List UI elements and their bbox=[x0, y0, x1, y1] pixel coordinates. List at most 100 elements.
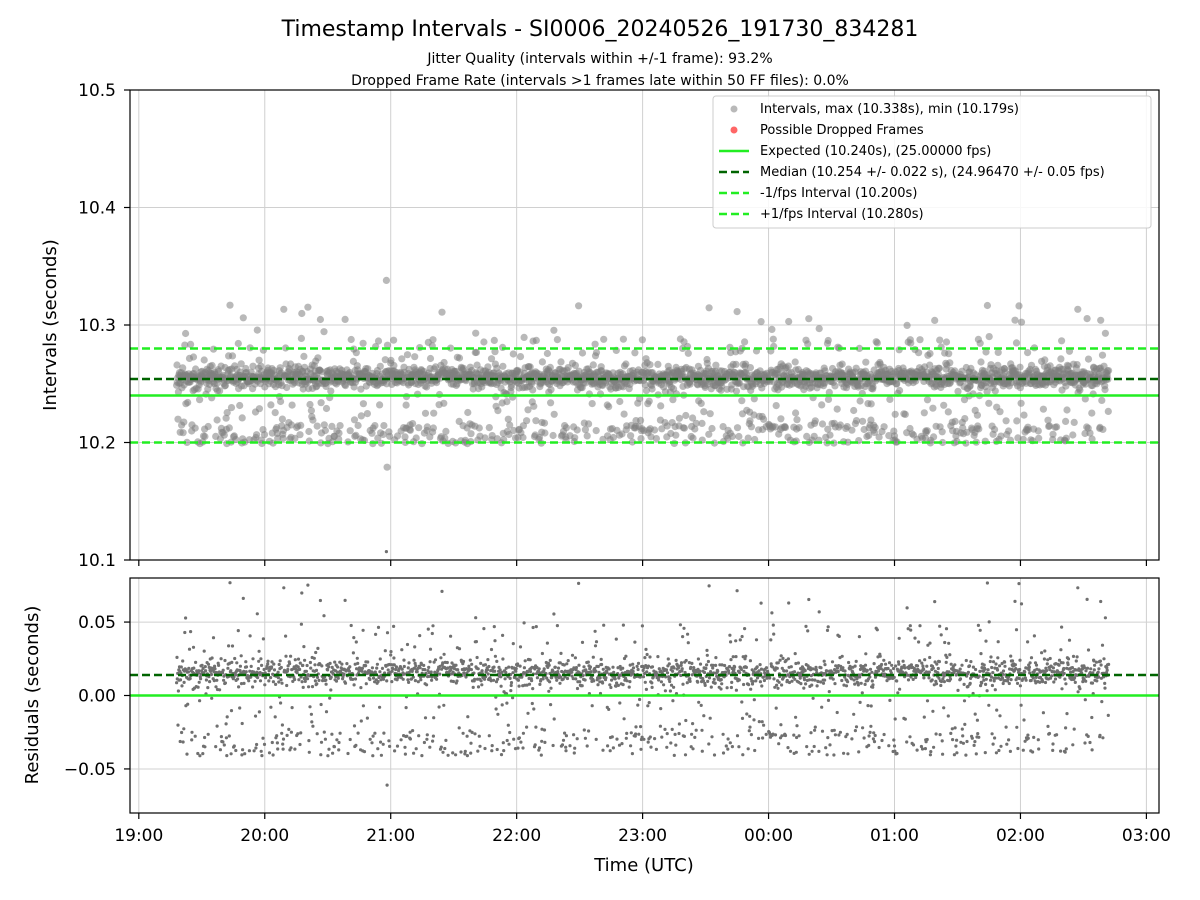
residual-point bbox=[199, 677, 203, 681]
interval-point bbox=[637, 435, 645, 443]
y-tick-label: 10.5 bbox=[78, 81, 116, 101]
interval-point bbox=[307, 407, 315, 415]
residual-point bbox=[665, 732, 669, 736]
residual-point bbox=[517, 684, 521, 688]
interval-point bbox=[557, 358, 565, 366]
residual-point bbox=[577, 581, 581, 586]
residual-point bbox=[660, 735, 664, 739]
residual-point bbox=[564, 749, 568, 753]
interval-point bbox=[472, 329, 480, 337]
residual-point bbox=[285, 733, 289, 738]
residual-point bbox=[228, 581, 232, 585]
interval-point bbox=[855, 344, 864, 352]
interval-point bbox=[926, 361, 934, 369]
interval-point bbox=[747, 423, 756, 431]
residual-point bbox=[893, 717, 897, 721]
residual-point bbox=[196, 685, 200, 689]
interval-point bbox=[455, 354, 464, 362]
residual-point bbox=[938, 624, 942, 628]
residual-point bbox=[566, 659, 570, 663]
residual-point bbox=[507, 665, 511, 669]
residual-point bbox=[315, 675, 320, 680]
residual-point bbox=[705, 663, 709, 667]
residual-point bbox=[383, 649, 387, 653]
interval-point bbox=[204, 422, 212, 431]
interval-point bbox=[824, 336, 832, 345]
residual-point bbox=[976, 623, 981, 628]
interval-point bbox=[341, 315, 349, 323]
residual-point bbox=[469, 668, 473, 672]
interval-point bbox=[467, 430, 475, 438]
interval-point bbox=[401, 433, 409, 441]
interval-point bbox=[1053, 423, 1061, 431]
interval-point bbox=[746, 364, 755, 372]
interval-point bbox=[288, 401, 296, 409]
residual-point bbox=[303, 658, 307, 662]
residual-point bbox=[762, 723, 766, 727]
residual-point bbox=[826, 736, 830, 740]
residual-point bbox=[944, 627, 949, 631]
residual-point bbox=[210, 696, 214, 700]
residual-point bbox=[230, 644, 235, 648]
residual-point bbox=[537, 667, 541, 671]
interval-point bbox=[393, 432, 402, 440]
residual-point bbox=[461, 731, 465, 735]
residual-point bbox=[417, 734, 421, 738]
residual-point bbox=[508, 676, 512, 681]
residual-point bbox=[259, 657, 263, 661]
interval-point bbox=[336, 422, 344, 430]
residual-point bbox=[580, 640, 585, 645]
residual-point bbox=[703, 683, 707, 688]
interval-point bbox=[503, 398, 511, 406]
residual-point bbox=[302, 645, 306, 649]
interval-point bbox=[1045, 422, 1054, 430]
residual-point bbox=[276, 670, 280, 674]
residual-point bbox=[527, 682, 532, 686]
interval-point bbox=[850, 406, 858, 415]
residual-point bbox=[543, 740, 547, 745]
residual-point bbox=[977, 735, 981, 739]
residual-point bbox=[702, 670, 707, 675]
residual-point bbox=[362, 750, 367, 754]
residual-point bbox=[633, 640, 637, 644]
residual-point bbox=[415, 670, 419, 674]
residual-point bbox=[734, 639, 738, 643]
interval-point bbox=[359, 400, 367, 408]
residual-point bbox=[310, 720, 314, 724]
residual-point bbox=[925, 737, 929, 742]
residual-point bbox=[307, 685, 311, 689]
residual-point bbox=[210, 656, 214, 660]
interval-point bbox=[605, 403, 613, 411]
residual-point bbox=[531, 687, 535, 691]
residual-point bbox=[995, 668, 1000, 672]
interval-point bbox=[997, 432, 1005, 440]
residual-point bbox=[430, 678, 434, 682]
residual-point bbox=[256, 676, 260, 680]
residual-point bbox=[872, 740, 877, 744]
interval-point bbox=[951, 417, 959, 425]
residual-point bbox=[831, 677, 835, 681]
residual-point bbox=[385, 679, 389, 683]
residual-point bbox=[621, 666, 625, 670]
residual-point bbox=[672, 666, 676, 670]
residual-point bbox=[532, 707, 536, 711]
residual-point bbox=[523, 659, 527, 663]
residual-point bbox=[340, 662, 344, 666]
residual-point bbox=[248, 634, 252, 638]
residual-point bbox=[338, 731, 342, 735]
residual-point bbox=[920, 661, 924, 665]
interval-point bbox=[646, 361, 654, 369]
interval-point bbox=[620, 410, 628, 418]
interval-point bbox=[1058, 337, 1066, 345]
residual-point bbox=[792, 733, 796, 737]
interval-point bbox=[657, 402, 665, 410]
residual-point bbox=[786, 746, 790, 750]
residual-point bbox=[646, 664, 651, 668]
interval-point bbox=[742, 369, 751, 377]
interval-point bbox=[930, 433, 938, 441]
residual-point bbox=[352, 683, 356, 687]
residual-point bbox=[772, 632, 776, 636]
residual-point bbox=[423, 716, 428, 720]
interval-point bbox=[708, 424, 716, 433]
residual-point bbox=[679, 673, 683, 678]
